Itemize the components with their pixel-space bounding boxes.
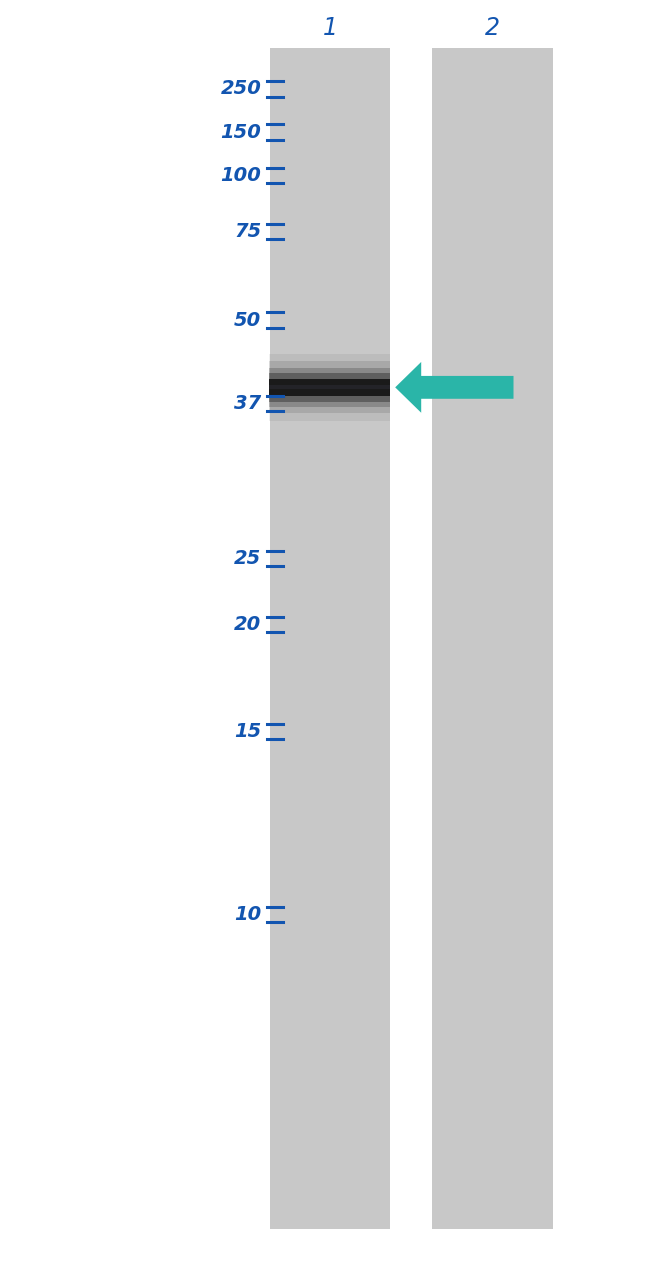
Bar xyxy=(432,48,552,1229)
Text: 1: 1 xyxy=(322,17,337,39)
Text: 75: 75 xyxy=(234,222,261,240)
Text: 100: 100 xyxy=(220,166,261,184)
Bar xyxy=(270,48,390,1229)
Text: 15: 15 xyxy=(234,723,261,740)
Text: 25: 25 xyxy=(234,550,261,568)
Bar xyxy=(270,353,389,422)
Bar xyxy=(270,378,389,396)
Text: 50: 50 xyxy=(234,311,261,329)
Text: 150: 150 xyxy=(220,123,261,141)
FancyArrow shape xyxy=(395,362,514,413)
Text: 2: 2 xyxy=(485,17,500,39)
Bar xyxy=(270,385,389,390)
Text: 20: 20 xyxy=(234,616,261,634)
Text: 250: 250 xyxy=(220,80,261,98)
Text: 37: 37 xyxy=(234,395,261,413)
Bar xyxy=(270,361,389,414)
Text: 10: 10 xyxy=(234,906,261,923)
Bar xyxy=(270,368,389,406)
Bar xyxy=(270,373,389,401)
